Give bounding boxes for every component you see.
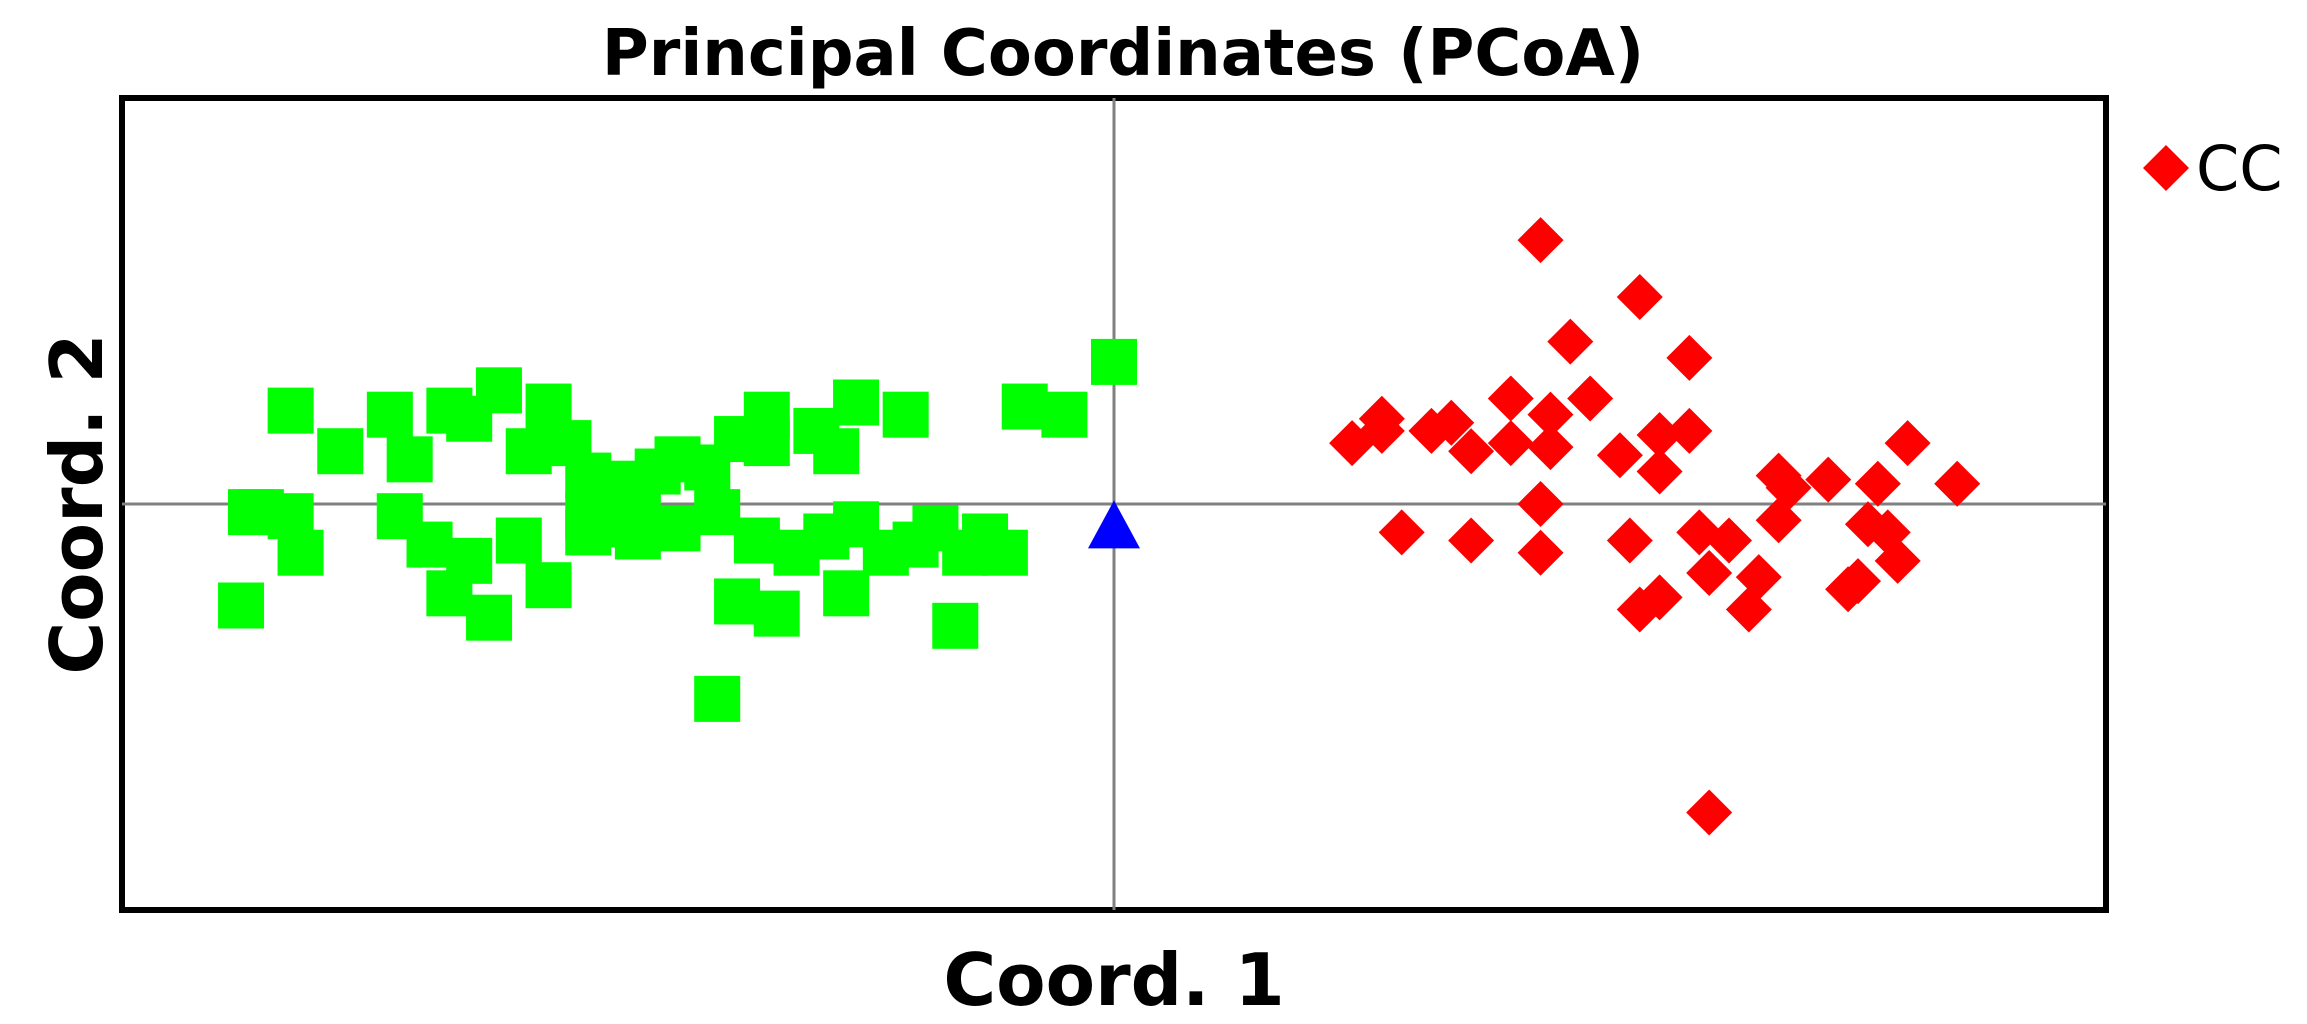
- diamond-point-s1-21: [1805, 456, 1852, 503]
- diamond-point-s1-8: [1527, 391, 1574, 438]
- diamond-point-s1-19: [1636, 448, 1683, 495]
- square-point-s0-58: [694, 675, 741, 722]
- y-axis-label: Coord. 2: [35, 333, 119, 674]
- square-point-s0-56: [823, 570, 870, 617]
- diamond-point-s1-9: [1567, 375, 1614, 422]
- diamond-point-s1-26: [1448, 517, 1495, 564]
- diamond-point-s1-11: [1666, 407, 1713, 454]
- diamond-point-s1-2: [1547, 318, 1594, 365]
- square-point-s0-24: [1001, 383, 1048, 430]
- diamond-point-s1-13: [1884, 420, 1931, 467]
- square-point-s0-0: [267, 387, 314, 434]
- diamond-point-s1-16: [1487, 420, 1534, 467]
- square-point-s0-53: [466, 594, 513, 641]
- square-point-s0-57: [932, 602, 979, 649]
- diamond-point-s1-41: [1725, 586, 1772, 633]
- diamond-point-s1-22: [1854, 460, 1901, 507]
- diamond-point-s1-25: [1378, 509, 1425, 556]
- diamond-point-s1-1: [1616, 273, 1663, 320]
- square-point-s0-32: [406, 521, 453, 568]
- diamond-point-s1-10: [1636, 411, 1683, 458]
- chart-title: Principal Coordinates (PCoA): [602, 17, 1644, 91]
- square-point-s0-3: [366, 391, 413, 438]
- square-point-s0-50: [981, 529, 1028, 576]
- square-point-s0-40: [694, 489, 741, 536]
- square-point-s0-2: [386, 436, 433, 483]
- square-point-s0-38: [614, 513, 661, 560]
- square-point-s0-34: [495, 517, 542, 564]
- diamond-point-s1-31: [1706, 517, 1753, 564]
- legend: CC: [2143, 132, 2283, 205]
- square-point-s0-52: [426, 570, 473, 617]
- diamond-point-s1-24: [1329, 420, 1376, 467]
- square-point-s0-30: [277, 529, 324, 576]
- diamond-point-s1-35: [1686, 550, 1733, 597]
- diamond-point-s1-43: [1686, 789, 1733, 836]
- diamond-point-s1-38: [1874, 537, 1921, 584]
- square-point-s0-25: [1041, 391, 1088, 438]
- square-point-s0-39: [654, 505, 701, 552]
- square-point-s0-1: [317, 428, 364, 475]
- diamond-point-s1-29: [1606, 517, 1653, 564]
- diamond-point-s1-3: [1666, 334, 1713, 381]
- square-point-s0-29: [237, 489, 284, 536]
- diamond-point-s1-27: [1517, 481, 1564, 527]
- diamond-point-s1-28: [1517, 529, 1564, 576]
- square-point-s0-55: [753, 590, 800, 637]
- square-point-s0-9: [505, 428, 552, 475]
- diamond-point-s1-7: [1487, 375, 1534, 422]
- square-point-s0-20: [813, 428, 860, 475]
- square-point-s0-23: [882, 391, 929, 438]
- square-point-s0-41: [733, 517, 780, 564]
- diamond-point-s1-0: [1517, 217, 1564, 264]
- legend-marker-0: [2143, 145, 2189, 191]
- legend-label-0: CC: [2196, 132, 2283, 205]
- diamond-point-s1-6: [1428, 399, 1475, 446]
- square-point-s0-54: [714, 578, 761, 625]
- diamond-point-s1-40: [1616, 586, 1663, 633]
- diamond-point-s1-32: [1755, 497, 1802, 544]
- square-point-s0-21: [743, 391, 790, 438]
- square-point-s0-35: [525, 562, 572, 609]
- triangle-point-s2-0: [1088, 500, 1140, 549]
- square-point-s0-26: [1091, 338, 1137, 385]
- diamond-point-s1-42: [1825, 566, 1872, 613]
- diamond-point-s1-15: [1448, 428, 1495, 475]
- diamond-point-s1-18: [1596, 432, 1643, 479]
- diamond-point-s1-17: [1527, 424, 1574, 471]
- data-points: [218, 217, 1981, 836]
- square-point-s0-22: [833, 379, 880, 426]
- diamond-point-s1-23: [1934, 460, 1981, 507]
- x-axis-label: Coord. 1: [943, 938, 1284, 1022]
- square-point-s0-51: [218, 582, 265, 629]
- square-point-s0-6: [475, 367, 522, 414]
